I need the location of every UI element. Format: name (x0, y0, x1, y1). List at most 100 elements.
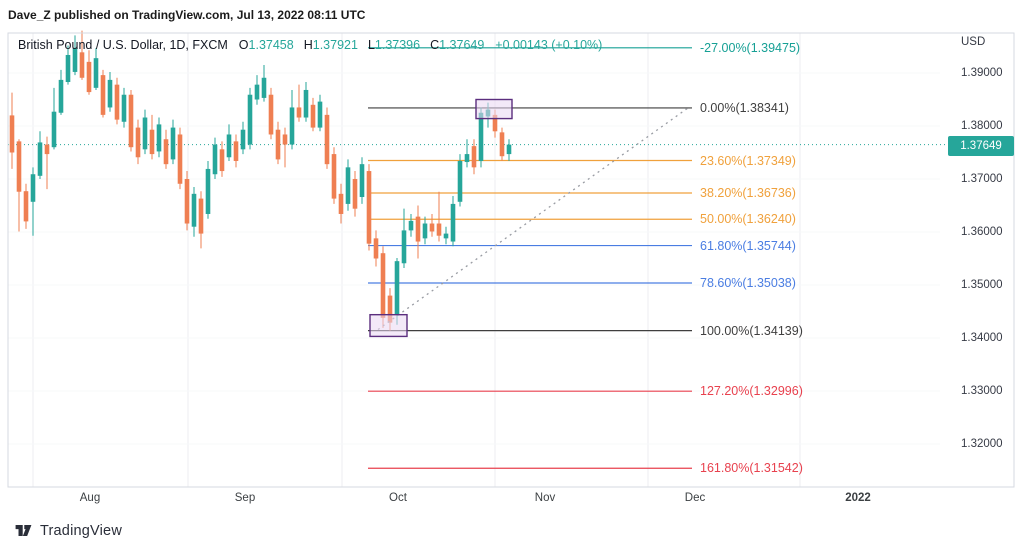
candle-body (401, 230, 407, 264)
candle-body (450, 203, 456, 242)
tradingview-icon (15, 524, 32, 537)
fib-label-78.60%: 78.60%(1.35038) (700, 275, 796, 290)
candle-body (324, 114, 330, 165)
price-tick-1.34000: 1.34000 (961, 332, 1003, 344)
time-tick-Aug[interactable]: Aug (79, 492, 101, 504)
ohlc-value: 1.37396 (374, 38, 421, 52)
tradingview-brand-text: TradingView (40, 522, 122, 539)
candle-body (9, 115, 15, 153)
candle-body (275, 129, 281, 160)
fib-label-61.80%: 61.80%(1.35744) (700, 238, 796, 253)
candle-body (373, 238, 379, 259)
ohlc-key: O (238, 38, 249, 52)
price-tick-1.36000: 1.36000 (961, 226, 1003, 238)
candle-body (191, 193, 197, 227)
swing-low-zone-box (369, 313, 408, 338)
fib-label-23.60%: 23.60%(1.37349) (700, 153, 796, 168)
candle-body (65, 54, 71, 83)
candle-body (142, 117, 148, 150)
candle-body (72, 48, 78, 72)
change-value: +0.00143 (+0.10%) (495, 38, 603, 52)
candle-body (184, 179, 190, 224)
candle-body (359, 164, 365, 198)
candle-body (58, 79, 64, 113)
swing-high-zone-box (475, 98, 513, 120)
candle-body (310, 104, 316, 128)
candle-body (471, 146, 477, 168)
time-tick-Dec[interactable]: Dec (684, 492, 706, 504)
time-tick-Nov[interactable]: Nov (534, 492, 556, 504)
candle-body (212, 144, 218, 175)
tradingview-logo-link[interactable]: TradingView (14, 521, 122, 540)
ohlc-key: L (367, 38, 375, 52)
candle-body (135, 127, 141, 158)
candle-body (226, 134, 232, 158)
candle-body (478, 112, 484, 161)
candle-body (457, 160, 463, 202)
candle-body (247, 94, 253, 145)
price-tick-1.33000: 1.33000 (961, 385, 1003, 397)
time-tick-Oct[interactable]: Oct (389, 492, 407, 504)
price-tick-1.32000: 1.32000 (961, 438, 1003, 450)
candle-body (499, 132, 505, 157)
time-tick-2022[interactable]: 2022 (845, 492, 871, 504)
fib-label-38.20%: 38.20%(1.36736) (700, 185, 796, 200)
chart-legend: British Pound / U.S. Dollar, 1D, FXCM O1… (18, 38, 602, 52)
fib-label-50.00%: 50.00%(1.36240) (700, 212, 796, 227)
fib-label-127.20%: 127.20%(1.32996) (700, 384, 803, 399)
candle-body (114, 84, 120, 120)
ohlc-O: O1.37458 (239, 38, 294, 52)
last-price-badge: 1.37649 (948, 136, 1014, 156)
candle-body (443, 233, 449, 239)
candle-body (261, 77, 267, 98)
candle-body (44, 144, 50, 155)
ohlc-C: C1.37649 (430, 38, 484, 52)
chart-frame (7, 32, 1015, 488)
candle-body (387, 295, 393, 323)
candle-body (51, 111, 57, 148)
candle-body (79, 52, 85, 78)
fib-label-0.00%: 0.00%(1.38341) (700, 100, 789, 115)
candle-body (156, 124, 162, 152)
time-tick-Sep[interactable]: Sep (234, 492, 256, 504)
ohlc-value: 1.37649 (439, 38, 485, 52)
fib-label-161.80%: 161.80%(1.31542) (700, 461, 803, 476)
candle-body (352, 179, 358, 209)
ohlc-key: H (303, 38, 313, 52)
candle-body (170, 127, 176, 160)
ohlc-H: H1.37921 (304, 38, 358, 52)
candle-body (23, 191, 29, 222)
currency-label: USD (961, 36, 986, 48)
candle-body (282, 134, 288, 145)
candle-body (303, 89, 309, 118)
symbol-title: British Pound / U.S. Dollar, 1D, FXCM (18, 38, 228, 52)
candle-body (254, 84, 260, 100)
candle-body (394, 261, 400, 315)
candle-body (296, 107, 302, 118)
candle-body (233, 141, 239, 161)
candle-body (380, 253, 386, 318)
candle-body (338, 193, 344, 214)
candle-body (205, 168, 211, 214)
candle-body (345, 167, 351, 204)
candle-body (429, 223, 435, 232)
candle-body (415, 216, 421, 242)
ohlc-value: 1.37921 (312, 38, 358, 52)
candle-body (506, 144, 512, 155)
candle-body (100, 75, 106, 115)
candle-body (16, 141, 22, 192)
candle-body (268, 94, 274, 135)
price-tick-1.38000: 1.38000 (961, 120, 1003, 132)
candle-body (198, 198, 204, 234)
candle-body (436, 223, 442, 236)
candle-body (289, 107, 295, 145)
candle-body (492, 114, 498, 132)
candle-body (219, 149, 225, 172)
candle-body (37, 142, 43, 176)
ohlc-L: L1.37396 (368, 38, 420, 52)
candle-body (240, 129, 246, 150)
candle-body (408, 220, 414, 231)
candle-body (107, 79, 113, 108)
